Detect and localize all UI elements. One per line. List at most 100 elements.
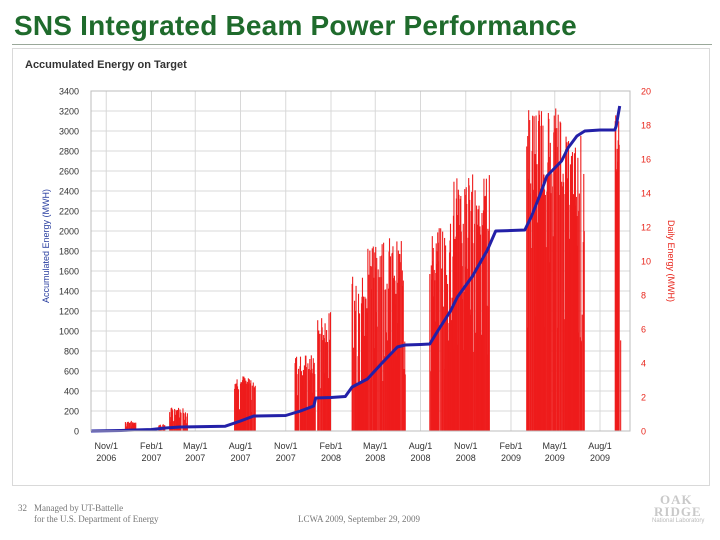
x-tick-year: 2006 [96,453,116,463]
left-tick-label: 3000 [59,127,79,137]
title-rule [12,44,712,45]
daily-energy-bar [541,189,543,431]
daily-energy-bar [545,247,547,431]
daily-energy-bar [314,398,316,431]
daily-energy-bar [565,136,567,431]
daily-energy-bar [352,276,354,431]
left-tick-label: 1000 [59,327,79,337]
left-tick-label: 200 [64,407,79,417]
x-tick-label: Nov/1 [274,441,298,451]
left-tick-label: 800 [64,347,79,357]
right-tick-label: 12 [641,223,651,233]
x-tick-year: 2008 [456,453,476,463]
daily-energy-bar [295,358,297,431]
slide-title: SNS Integrated Beam Power Performance [14,10,577,41]
chart-title: Accumulated Energy on Target [25,59,187,71]
daily-energy-bar [174,414,176,431]
daily-energy-bar [528,110,530,432]
x-tick-label: Aug/1 [229,441,253,451]
daily-energy-bar [530,247,532,431]
daily-energy-bar [237,389,240,431]
daily-energy-bar [581,314,583,431]
right-axis-label: Daily Energy (MWH) [666,220,676,302]
accumulated-energy-chart: Accumulated Energy on Target 02004006008… [25,59,676,463]
daily-energy-bar [563,319,565,431]
x-tick-label: Aug/1 [588,441,612,451]
right-tick-label: 6 [641,325,646,335]
x-tick-year: 2008 [321,453,341,463]
daily-energy-bar [456,178,458,431]
cumulative-energy-line [90,105,622,433]
daily-energy-bar [183,419,185,431]
x-tick-label: May/1 [183,441,208,451]
daily-energy-bar [447,323,449,431]
daily-energy-bar [378,277,380,431]
daily-energy-bar [483,178,485,431]
daily-energy-bar [327,342,329,431]
left-tick-label: 2800 [59,147,79,157]
daily-energy-bar [563,182,565,431]
x-tick-year: 2007 [276,453,296,463]
daily-energy-bar [618,144,620,431]
x-tick-year: 2007 [230,453,250,463]
daily-energy-bar [556,128,558,431]
daily-energy-bar [577,211,579,431]
daily-energy-bar [127,421,129,431]
right-tick-label: 20 [641,87,651,97]
daily-energy-bar [485,178,487,431]
daily-energy-bar [458,194,460,431]
left-tick-label: 3200 [59,107,79,117]
daily-energy-bar [479,234,482,431]
left-tick-label: 2600 [59,167,79,177]
daily-energy-bar [326,330,328,431]
daily-energy-bar [129,422,131,431]
daily-energy-bar [583,231,585,431]
left-tick-label: 1600 [59,267,79,277]
daily-energy-bar [367,248,369,431]
right-tick-label: 18 [641,121,651,131]
left-tick-label: 600 [64,367,79,377]
daily-energy-bar [620,340,622,431]
daily-energy-bar [377,269,379,431]
daily-energy-bar [297,368,300,431]
daily-energy-bar [442,231,444,431]
daily-energy-bar [369,250,371,431]
daily-energy-bar [252,382,254,431]
right-tick-label: 0 [641,427,646,437]
x-tick-year: 2009 [545,453,565,463]
daily-energy-bar [177,407,180,431]
daily-energy-bar [555,108,557,431]
daily-energy-bar [561,186,563,431]
daily-energy-bar [186,413,188,431]
left-tick-label: 3400 [59,87,79,97]
daily-energy-bar [570,155,573,431]
left-tick-label: 400 [64,387,79,397]
right-tick-label: 2 [641,393,646,403]
daily-energy-bar [376,326,378,431]
oak-ridge-logo: OAK RIDGE National Laboratory [652,492,705,524]
daily-energy-bar [234,384,236,431]
right-tick-label: 14 [641,189,651,199]
x-tick-year: 2009 [501,453,521,463]
daily-energy-bar [571,152,574,431]
daily-energy-bar [353,347,355,431]
daily-energy-bar [449,223,452,431]
daily-energy-bar [550,193,552,431]
x-tick-label: Nov/1 [94,441,118,451]
left-tick-label: 2000 [59,227,79,237]
left-tick-label: 0 [74,427,79,437]
daily-energy-bar [302,369,305,431]
daily-energy-bar [472,351,474,431]
daily-energy-bar [488,175,490,431]
daily-energy-bar [254,385,256,431]
left-tick-label: 2200 [59,207,79,217]
right-tick-label: 8 [641,291,646,301]
daily-energy-bar [172,410,174,431]
daily-energy-bar [321,327,323,431]
daily-energy-bar [443,306,445,431]
right-tick-label: 10 [641,257,651,267]
daily-energy-bar [180,412,182,431]
daily-energy-bar [355,285,357,431]
daily-energy-bars [124,108,622,432]
daily-energy-bar [325,342,327,431]
